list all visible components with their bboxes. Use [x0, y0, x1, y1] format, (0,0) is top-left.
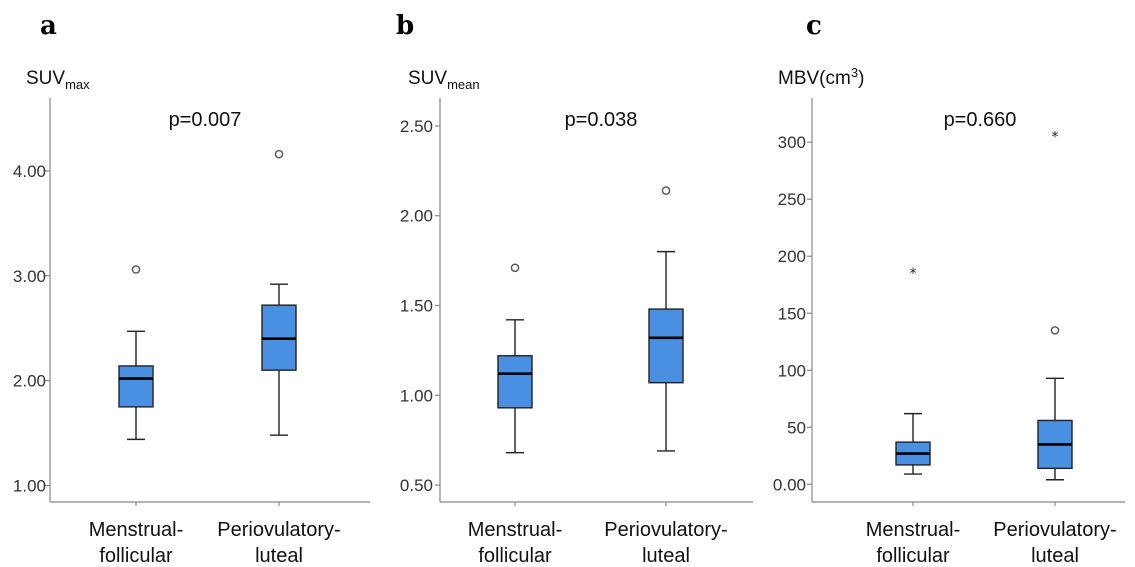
box-2: * Periovulatory-luteal — [993, 129, 1116, 567]
x-category-label: Menstrual- — [89, 519, 183, 541]
x-category-label: Periovulatory- — [217, 519, 340, 541]
extreme-outlier-star: * — [910, 266, 917, 282]
y-tick-label: 150 — [778, 304, 806, 323]
y-tick-label: 300 — [778, 133, 806, 152]
box-2: Periovulatory-luteal — [604, 186, 728, 567]
box-1: Menstrual-follicular — [89, 265, 183, 567]
outlier-point — [510, 263, 520, 273]
y-tick-label: 0.00 — [773, 475, 806, 494]
panel-letter: a — [40, 11, 57, 41]
iqr-box — [497, 355, 533, 409]
y-tick-label: 250 — [778, 190, 806, 209]
y-tick-label: 4.00 — [13, 162, 46, 181]
x-category-label: Periovulatory- — [993, 519, 1116, 541]
box-2: Periovulatory-luteal — [217, 149, 341, 567]
x-category-label: luteal — [1031, 545, 1079, 567]
p-value-annotation: p=0.038 — [565, 109, 638, 131]
y-tick-label: 1.50 — [400, 296, 433, 315]
iqr-box — [648, 308, 684, 384]
y-tick-label: 200 — [778, 247, 806, 266]
y-tick-label: 3.00 — [13, 267, 46, 286]
y-axis-label: SUVmean — [408, 68, 480, 92]
y-axis-label: SUVmax — [26, 68, 90, 92]
y-tick-label: 2.00 — [400, 207, 433, 226]
y-tick-label: 50 — [787, 418, 806, 437]
box-1: Menstrual-follicular — [468, 263, 562, 567]
outlier-point — [131, 265, 141, 274]
panel-b: b SUVmean 0.50 1.00 1.50 2.00 2.50 p=0.038 Menst… — [396, 11, 753, 567]
panel-letter: c — [806, 11, 822, 41]
x-category-label: luteal — [255, 545, 303, 567]
panel-a: a SUVmax 1.00 2.00 3.00 4.00 p=0.007 Menstrual-… — [13, 11, 370, 567]
y-tick-label: 1.00 — [13, 477, 46, 496]
y-tick-label: 0.50 — [400, 476, 433, 495]
p-value-annotation: p=0.660 — [944, 109, 1017, 131]
y-axis-label: MBV(cm3) — [778, 65, 864, 89]
x-category-label: follicular — [876, 545, 950, 567]
panel-c: c MBV(cm3) 0.00 50 100 150 200 250 300 p=0.660 * Me… — [773, 11, 1125, 567]
x-category-label: Menstrual- — [468, 519, 562, 541]
iqr-box — [118, 365, 154, 408]
x-category-label: luteal — [642, 545, 690, 567]
y-tick-label: 1.00 — [400, 386, 433, 405]
x-category-label: Menstrual- — [866, 519, 960, 541]
outlier-point — [1050, 326, 1060, 335]
extreme-outlier-star: * — [1052, 129, 1059, 145]
y-tick-label: 100 — [778, 361, 806, 380]
panel-letter: b — [396, 11, 414, 41]
box-1: * Menstrual-follicular — [866, 266, 960, 567]
outlier-point — [661, 186, 671, 195]
outlier-point — [274, 149, 284, 159]
y-tick-label: 2.50 — [400, 117, 433, 136]
x-category-label: follicular — [478, 545, 552, 567]
y-tick-label: 2.00 — [13, 372, 46, 391]
x-category-label: follicular — [99, 545, 173, 567]
p-value-annotation: p=0.007 — [169, 109, 242, 131]
x-category-label: Periovulatory- — [604, 519, 727, 541]
